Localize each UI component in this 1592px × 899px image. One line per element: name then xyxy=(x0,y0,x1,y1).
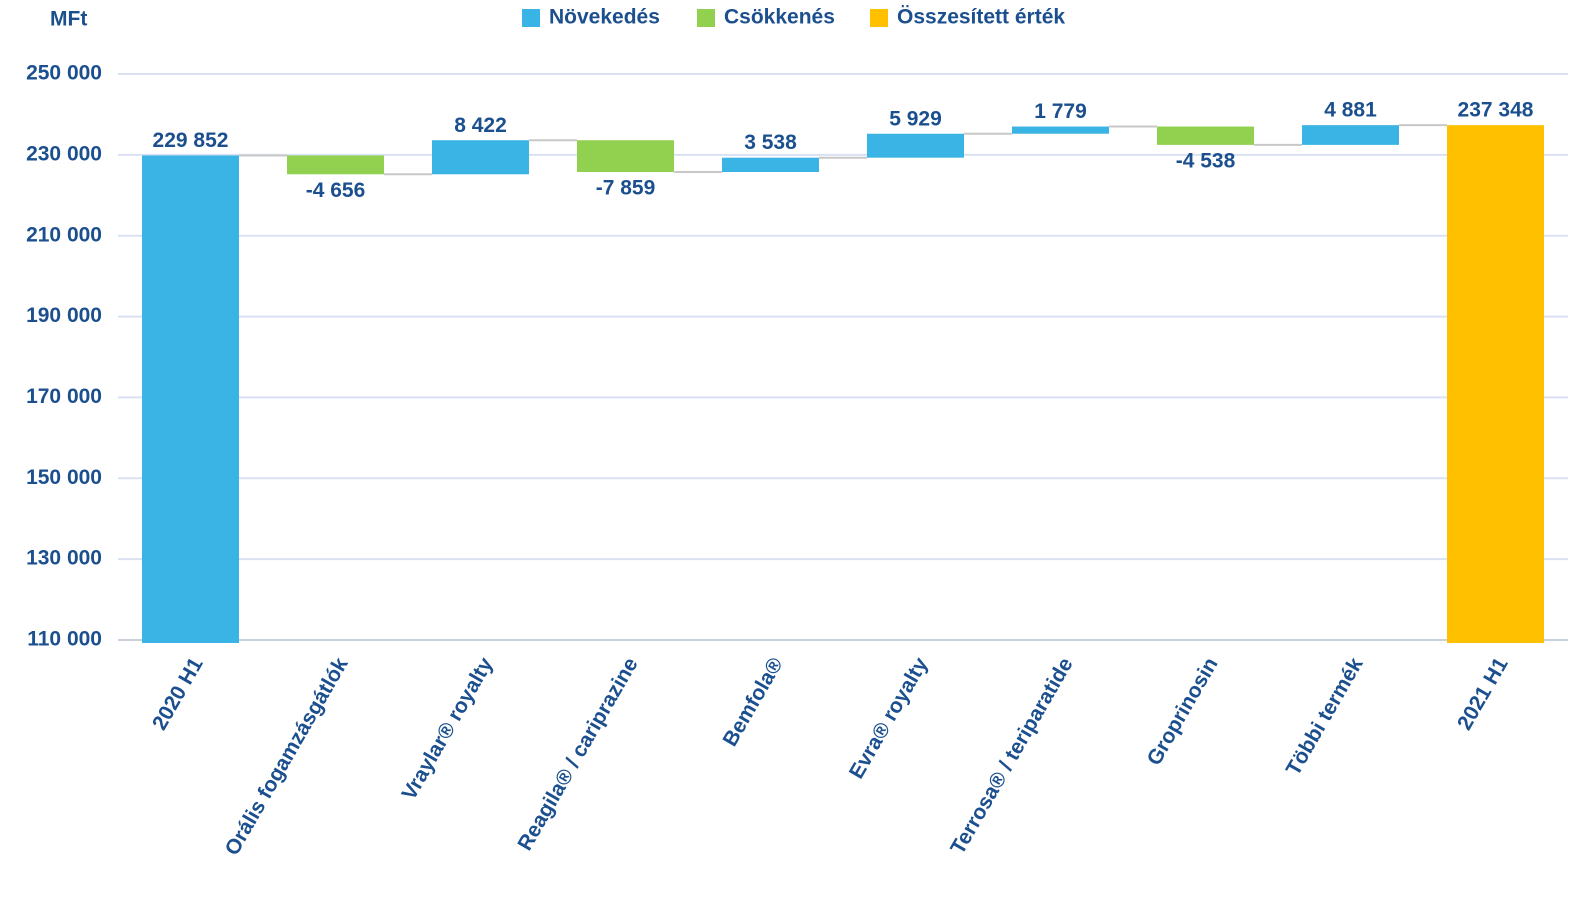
legend-swatch xyxy=(697,9,715,27)
legend-label: Összesített érték xyxy=(897,6,1065,29)
value-label: -4 656 xyxy=(306,179,366,202)
bar xyxy=(577,140,674,173)
x-tick-label: Többi termék xyxy=(1282,653,1368,779)
legend-swatch xyxy=(522,9,540,27)
bar xyxy=(1012,126,1109,134)
value-label: 237 348 xyxy=(1458,99,1534,122)
x-tick-label: Terrosa® / teriparatide xyxy=(946,654,1077,858)
x-tick-label: 2021 H1 xyxy=(1453,654,1513,735)
y-tick-label: 130 000 xyxy=(26,547,102,570)
y-tick-label: 110 000 xyxy=(27,628,102,651)
bar xyxy=(142,155,239,643)
y-tick-label: 210 000 xyxy=(26,223,102,246)
bar xyxy=(867,133,964,158)
value-label: -4 538 xyxy=(1176,149,1236,172)
x-tick-label: Orális fogamzásgátlók xyxy=(221,654,353,860)
value-label: 5 929 xyxy=(889,107,942,130)
y-tick-label: 190 000 xyxy=(26,304,102,327)
y-tick-label: 250 000 xyxy=(26,62,102,85)
y-tick-label: 230 000 xyxy=(26,142,102,165)
value-label: 3 538 xyxy=(744,131,797,154)
value-label: 1 779 xyxy=(1034,100,1087,123)
value-label: -7 859 xyxy=(596,177,656,200)
bar xyxy=(722,157,819,173)
x-tick-label: Evra® royalty xyxy=(845,654,933,783)
y-tick-label: 150 000 xyxy=(26,466,102,489)
x-tick-label: 2020 H1 xyxy=(148,654,208,735)
bar xyxy=(1447,125,1544,644)
value-label: 4 881 xyxy=(1324,99,1377,122)
x-tick-label: Groprinosin xyxy=(1143,654,1223,770)
legend-swatch xyxy=(870,9,888,27)
bar xyxy=(287,155,384,175)
y-tick-label: 170 000 xyxy=(26,385,102,408)
x-tick-label: Bemfola® xyxy=(719,653,788,750)
bar xyxy=(1157,126,1254,145)
y-axis-label: MFt xyxy=(50,8,87,31)
value-label: 8 422 xyxy=(454,114,507,137)
legend-label: Növekedés xyxy=(549,6,660,29)
x-tick-label: Reagila® / cariprazine xyxy=(513,654,642,855)
x-tick-label: Vraylar® royalty xyxy=(398,654,498,805)
value-label: 229 852 xyxy=(153,129,229,152)
legend-label: Csökkenés xyxy=(724,6,835,29)
bar xyxy=(432,140,529,175)
bar xyxy=(1302,125,1399,145)
